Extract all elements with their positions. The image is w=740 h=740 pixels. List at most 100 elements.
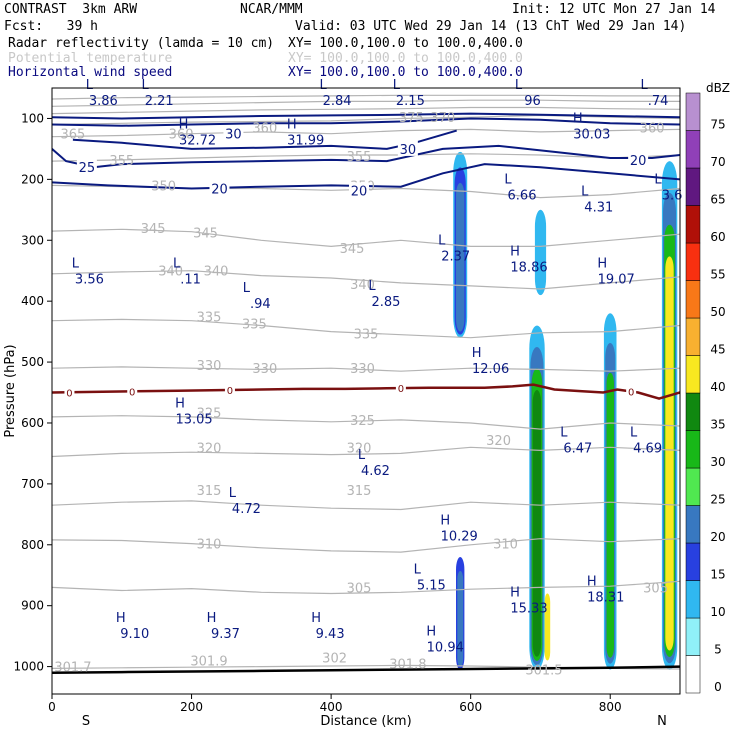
- theta-label-5: 360: [640, 122, 665, 137]
- reflectivity-cell-2-40: [544, 593, 551, 661]
- x-end-label-south: S: [82, 714, 90, 729]
- freezing-label-bg-0: [64, 386, 75, 399]
- colorbar-label-25: 25: [710, 493, 725, 507]
- wind-extremum-type-17: L: [368, 279, 376, 294]
- wind-extremum-value-19: 12.06: [472, 362, 509, 377]
- colorbar-label-75: 75: [710, 118, 725, 132]
- colorbar-swatch-15: [685, 542, 701, 581]
- wind-extremum-type-27: H: [510, 585, 520, 600]
- colorbar-label-30: 30: [710, 455, 725, 469]
- x-tick-label-4: 800: [599, 700, 622, 714]
- wind-extremum-type-20: H: [175, 397, 185, 412]
- colorbar-swatch-75: [685, 92, 701, 131]
- wind-extremum-value-12: 2.37: [441, 249, 470, 264]
- theta-label-22: 325: [197, 407, 222, 422]
- y-tick-label-1: 200: [21, 172, 44, 186]
- freezing-label-bg-1: [127, 385, 138, 398]
- colorbar-swatch-35: [685, 392, 701, 431]
- init-time-label: Init: 12 UTC Mon 27 Jan 14: [512, 2, 716, 17]
- x-axis-label: Distance (km): [320, 714, 411, 729]
- wind-extremum-value-15: .11: [180, 273, 201, 288]
- theta-label-18: 335: [354, 327, 379, 342]
- theta-label-33: 301.7: [54, 661, 91, 676]
- wind-extremum-value-7: 31.99: [287, 134, 324, 149]
- colorbar-swatch-50: [685, 280, 701, 319]
- wind-extremum-value-13: 18.86: [510, 260, 547, 275]
- wind-contour-label-1: 30: [400, 143, 417, 158]
- theta-label-27: 315: [197, 484, 222, 499]
- colorbar-label-65: 65: [710, 193, 725, 207]
- wind-extremum-type-24: L: [229, 486, 237, 501]
- wind-label-bg-1: [397, 140, 418, 156]
- theta-label-14: 340: [204, 265, 229, 280]
- freezing-level-label-2: 0: [227, 386, 233, 397]
- theta-isoline-6: [52, 366, 680, 372]
- theta-isoline-3: [52, 500, 680, 511]
- field-name-reflectivity: Radar reflectivity (lamda = 10 cm): [8, 36, 275, 51]
- colorbar-swatch-0: [685, 655, 701, 694]
- colorbar-label-20: 20: [710, 530, 725, 544]
- wind-extremum-value-20: 13.05: [175, 413, 212, 428]
- theta-isoline-1: [52, 580, 680, 595]
- wind-extremum-value-9: 6.66: [508, 189, 537, 204]
- y-tick-label-4: 500: [21, 355, 44, 369]
- theta-label-12: 345: [340, 242, 365, 257]
- colorbar-label-55: 55: [710, 268, 725, 282]
- label-layer: 0000036537537036036036035535535035034534…: [54, 78, 682, 679]
- reflectivity-cell-5-40: [665, 256, 674, 651]
- plot-frame: [51, 87, 681, 695]
- wind-extremum-type-29: H: [116, 611, 126, 626]
- wind-extremum-type-13: H: [510, 244, 520, 259]
- x-tick-label-1: 200: [180, 700, 203, 714]
- colorbar-label-70: 70: [710, 155, 725, 169]
- theta-isoline-4: [52, 446, 680, 458]
- wind-extremum-value-3: 2.15: [396, 94, 425, 109]
- colorbar-unit: dBZ: [706, 81, 730, 95]
- wind-extremum-value-25: 10.29: [441, 530, 478, 545]
- wind-contour-label-3: 20: [211, 182, 228, 197]
- wind-extremum-type-22: L: [630, 425, 638, 440]
- reflectivity-cell-4-30: [606, 372, 614, 658]
- freezing-label-bg-3: [395, 382, 406, 395]
- freezing-level-label-3: 0: [398, 384, 404, 395]
- wind-extremum-type-10: L: [581, 185, 589, 200]
- freezing-label-bg-2: [224, 383, 235, 396]
- wind-extremum-value-5: .74: [648, 94, 669, 109]
- reflectivity-cell-1-35: [532, 390, 542, 657]
- wind-extremum-type-11: L: [654, 173, 662, 188]
- wind-extremum-type-2: L: [319, 78, 327, 93]
- y-tick-label-8: 900: [21, 599, 44, 613]
- theta-label-34: 301.9: [190, 655, 227, 670]
- colorbar-swatch-40: [685, 355, 701, 394]
- freezing-level-layer: [52, 383, 680, 400]
- wind-label-bg-5: [628, 151, 649, 167]
- theta-label-36: 301.8: [389, 658, 426, 673]
- wind-isoline-4: [52, 112, 680, 120]
- wind-extremum-value-10: 4.31: [584, 201, 613, 216]
- theta-label-1: 375: [399, 111, 424, 126]
- wind-extremum-value-16: .94: [250, 297, 271, 312]
- y-tick-label-7: 800: [21, 538, 44, 552]
- field-xy-theta: XY= 100.0,100.0 to 100.0,400.0: [288, 51, 523, 66]
- theta-label-28: 315: [347, 484, 372, 499]
- theta-label-8: 350: [151, 179, 176, 194]
- wind-extremum-type-4: L: [515, 78, 523, 93]
- freezing-level-label-1: 0: [129, 387, 135, 398]
- wind-layer: [52, 112, 680, 190]
- wind-extremum-type-25: H: [440, 514, 450, 529]
- theta-label-32: 305: [643, 581, 668, 596]
- wind-extremum-value-14: 3.56: [75, 273, 104, 288]
- wind-contour-label-0: 30: [225, 128, 242, 143]
- wind-extremum-type-8: H: [573, 112, 583, 127]
- reflectivity-cell-3-10: [534, 209, 547, 296]
- wind-extremum-type-14: L: [72, 257, 80, 272]
- freezing-label-bg-4: [626, 385, 637, 398]
- theta-isoline-11: [52, 153, 680, 162]
- x-tick-label-0: 0: [48, 700, 56, 714]
- organization-label: NCAR/MMM: [240, 2, 303, 17]
- wind-extremum-type-12: L: [438, 233, 446, 248]
- freezing-level-line: [52, 383, 680, 400]
- freezing-level-label-4: 0: [628, 388, 634, 399]
